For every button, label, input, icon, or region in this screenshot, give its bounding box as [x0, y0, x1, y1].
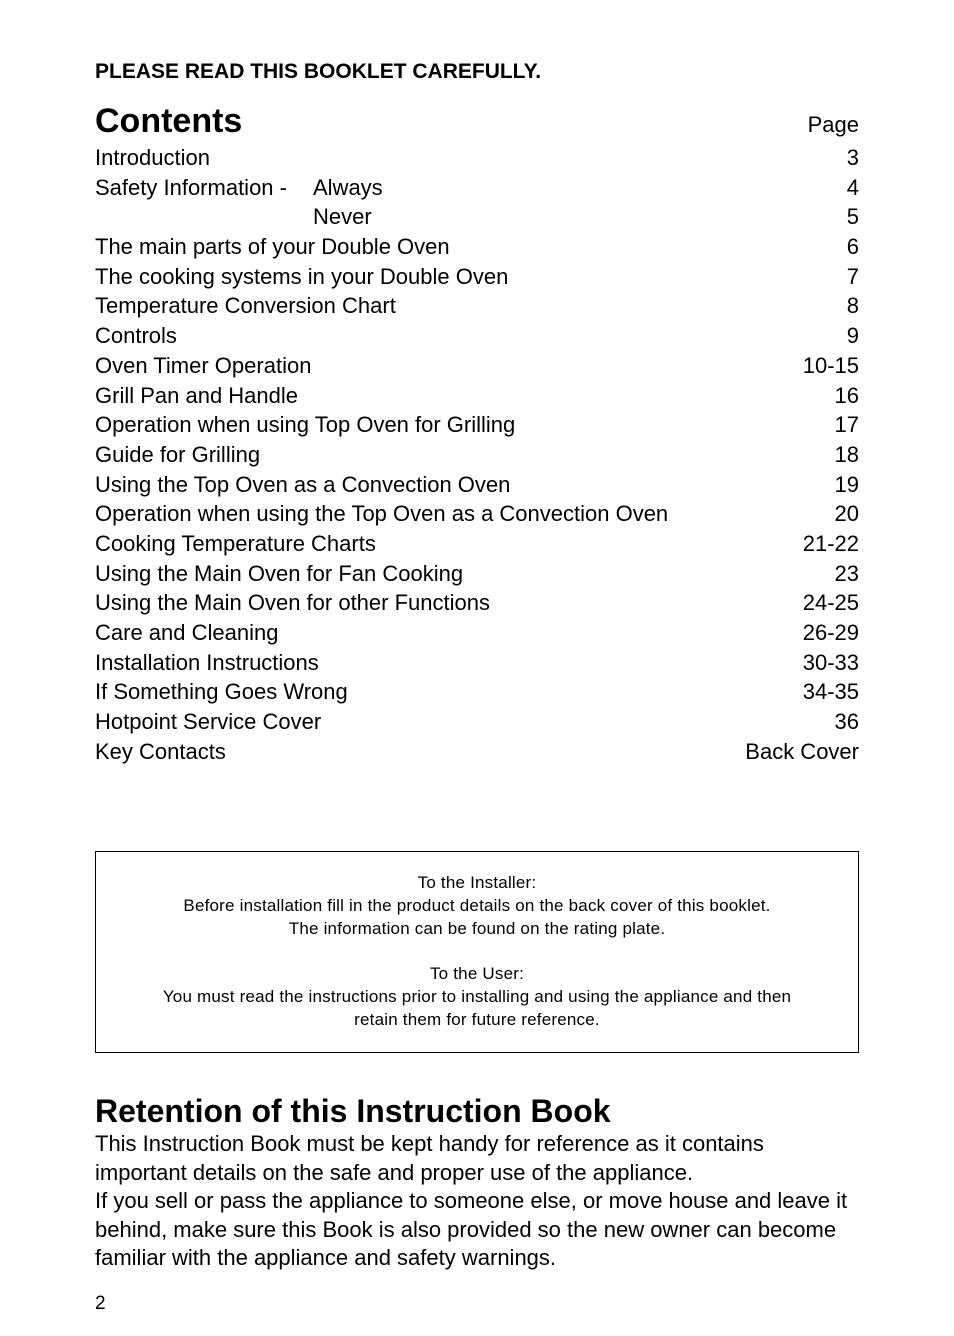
- toc-page: 6: [739, 232, 859, 262]
- retention-p2: If you sell or pass the appliance to som…: [95, 1187, 859, 1273]
- toc-label: Oven Timer Operation: [95, 351, 739, 381]
- toc-label: Using the Main Oven for other Functions: [95, 588, 739, 618]
- toc-row: Key ContactsBack Cover: [95, 737, 859, 767]
- toc-label: Care and Cleaning: [95, 618, 739, 648]
- installer-title: To the Installer:: [111, 872, 843, 895]
- toc-row: Using the Top Oven as a Convection Oven1…: [95, 470, 859, 500]
- toc-label: Temperature Conversion Chart: [95, 291, 739, 321]
- toc-label: Guide for Grilling: [95, 440, 739, 470]
- toc-label: Key Contacts: [95, 737, 739, 767]
- toc-safety-row: Safety Information -Always4: [95, 173, 859, 203]
- header-instruction: PLEASE READ THIS BOOKLET CAREFULLY.: [95, 60, 859, 84]
- toc-container: Introduction3Safety Information -Always4…: [95, 143, 859, 766]
- installer-box: To the Installer: Before installation fi…: [95, 851, 859, 1053]
- toc-page: 7: [739, 262, 859, 292]
- toc-row: Care and Cleaning26-29: [95, 618, 859, 648]
- toc-page: 34-35: [739, 677, 859, 707]
- toc-page: 23: [739, 559, 859, 589]
- safety-prefix: [95, 202, 313, 232]
- toc-row: Installation Instructions30-33: [95, 648, 859, 678]
- user-line2: retain them for future reference.: [111, 1009, 843, 1032]
- toc-label: If Something Goes Wrong: [95, 677, 739, 707]
- retention-p1: This Instruction Book must be kept handy…: [95, 1130, 859, 1187]
- toc-page: 19: [739, 470, 859, 500]
- toc-row: If Something Goes Wrong34-35: [95, 677, 859, 707]
- toc-row: Temperature Conversion Chart8: [95, 291, 859, 321]
- toc-page: 20: [739, 499, 859, 529]
- toc-page: 18: [739, 440, 859, 470]
- retention-title: Retention of this Instruction Book: [95, 1093, 859, 1130]
- toc-page: 3: [739, 143, 859, 173]
- page-label: Page: [808, 112, 859, 138]
- toc-page: 26-29: [739, 618, 859, 648]
- toc-safety-row: Never5: [95, 202, 859, 232]
- toc-label: Using the Main Oven for Fan Cooking: [95, 559, 739, 589]
- toc-row: Hotpoint Service Cover36: [95, 707, 859, 737]
- toc-page: 36: [739, 707, 859, 737]
- toc-page: 5: [739, 202, 859, 232]
- toc-label: Using the Top Oven as a Convection Oven: [95, 470, 739, 500]
- toc-page: 9: [739, 321, 859, 351]
- toc-page: 8: [739, 291, 859, 321]
- toc-row: Using the Main Oven for other Functions2…: [95, 588, 859, 618]
- toc-row: Controls9: [95, 321, 859, 351]
- toc-page: 10-15: [739, 351, 859, 381]
- toc-label: Introduction: [95, 143, 739, 173]
- contents-header-row: Contents Page: [95, 102, 859, 141]
- user-title: To the User:: [111, 963, 843, 986]
- toc-label: Installation Instructions: [95, 648, 739, 678]
- toc-label: Cooking Temperature Charts: [95, 529, 739, 559]
- toc-row: Operation when using Top Oven for Grilli…: [95, 410, 859, 440]
- toc-row: Guide for Grilling18: [95, 440, 859, 470]
- safety-suffix: Never: [313, 202, 739, 232]
- toc-row: Cooking Temperature Charts21-22: [95, 529, 859, 559]
- installer-line2: The information can be found on the rati…: [111, 918, 843, 941]
- toc-label: Hotpoint Service Cover: [95, 707, 739, 737]
- toc-label: Grill Pan and Handle: [95, 381, 739, 411]
- toc-page: 30-33: [739, 648, 859, 678]
- toc-label: Operation when using Top Oven for Grilli…: [95, 410, 739, 440]
- safety-prefix: Safety Information -: [95, 173, 313, 203]
- safety-suffix: Always: [313, 173, 739, 203]
- toc-page: 17: [739, 410, 859, 440]
- toc-row: Introduction3: [95, 143, 859, 173]
- installer-line1: Before installation fill in the product …: [111, 895, 843, 918]
- toc-page: 4: [739, 173, 859, 203]
- toc-row: Grill Pan and Handle16: [95, 381, 859, 411]
- toc-label: Operation when using the Top Oven as a C…: [95, 499, 739, 529]
- toc-label: The main parts of your Double Oven: [95, 232, 739, 262]
- user-line1: You must read the instructions prior to …: [111, 986, 843, 1009]
- toc-row: Oven Timer Operation10-15: [95, 351, 859, 381]
- toc-label: The cooking systems in your Double Oven: [95, 262, 739, 292]
- toc-page: 21-22: [739, 529, 859, 559]
- toc-page: Back Cover: [739, 737, 859, 767]
- toc-row: Operation when using the Top Oven as a C…: [95, 499, 859, 529]
- contents-title: Contents: [95, 102, 242, 141]
- toc-row: The cooking systems in your Double Oven7: [95, 262, 859, 292]
- toc-row: The main parts of your Double Oven6: [95, 232, 859, 262]
- toc-page: 24-25: [739, 588, 859, 618]
- toc-label: Controls: [95, 321, 739, 351]
- toc-page: 16: [739, 381, 859, 411]
- page-number: 2: [95, 1293, 859, 1315]
- toc-row: Using the Main Oven for Fan Cooking23: [95, 559, 859, 589]
